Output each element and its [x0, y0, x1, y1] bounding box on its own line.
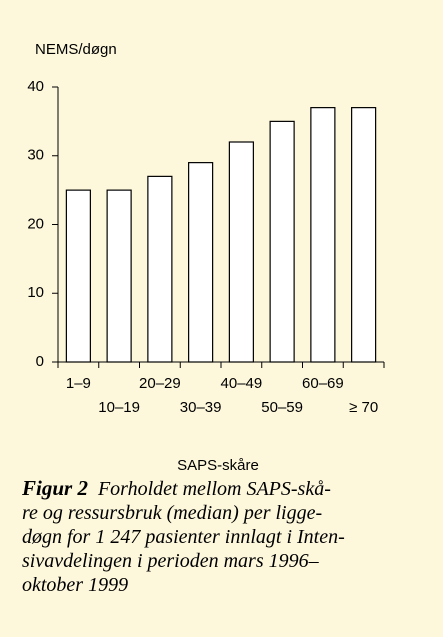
bar: [351, 107, 377, 363]
caption-line: døgn for 1 247 pasienter innlagt i Inten…: [22, 525, 432, 549]
caption-text: døgn for 1 247 pasienter innlagt i Inten…: [22, 526, 345, 548]
caption-line: Figur 2 Forholdet mellom SAPS-skå-: [22, 476, 432, 501]
x-tick-label: 1–9: [66, 375, 91, 392]
bar: [188, 162, 214, 363]
y-tick-label: 20: [27, 215, 44, 232]
bar: [106, 189, 132, 363]
x-axis-title: SAPS-skåre: [177, 457, 259, 474]
y-tick-label: 30: [27, 147, 44, 164]
x-tick-label: 60–69: [302, 375, 344, 392]
bar: [269, 120, 295, 363]
y-tick-label: 0: [36, 353, 44, 370]
bar: [147, 175, 173, 363]
caption: Figur 2 Forholdet mellom SAPS-skå-re og r…: [22, 476, 432, 597]
y-tick-label: 40: [27, 78, 44, 95]
x-tick-label: 40–49: [221, 375, 263, 392]
x-tick-label: 50–59: [261, 399, 303, 416]
caption-text: sivavdelingen i perioden mars 1996–: [22, 550, 319, 572]
bar: [65, 189, 91, 363]
caption-line: oktober 1999: [22, 573, 432, 597]
caption-line: sivavdelingen i perioden mars 1996–: [22, 549, 432, 573]
y-axis-title: NEMS/døgn: [35, 41, 117, 58]
x-tick-label: 20–29: [139, 375, 181, 392]
x-tick-label: 30–39: [180, 399, 222, 416]
caption-text: oktober 1999: [22, 574, 129, 596]
x-tick-label: ≥ 70: [349, 399, 378, 416]
caption-text: re og ressursbruk (median) per ligge-: [22, 502, 323, 524]
x-tick-label: 10–19: [98, 399, 140, 416]
bar: [310, 107, 336, 363]
caption-text: Forholdet mellom SAPS-skå-: [97, 478, 331, 500]
caption-line: re og ressursbruk (median) per ligge-: [22, 501, 432, 525]
caption-label: Figur 2: [22, 476, 88, 500]
bar: [228, 141, 254, 363]
y-tick-label: 10: [27, 284, 44, 301]
